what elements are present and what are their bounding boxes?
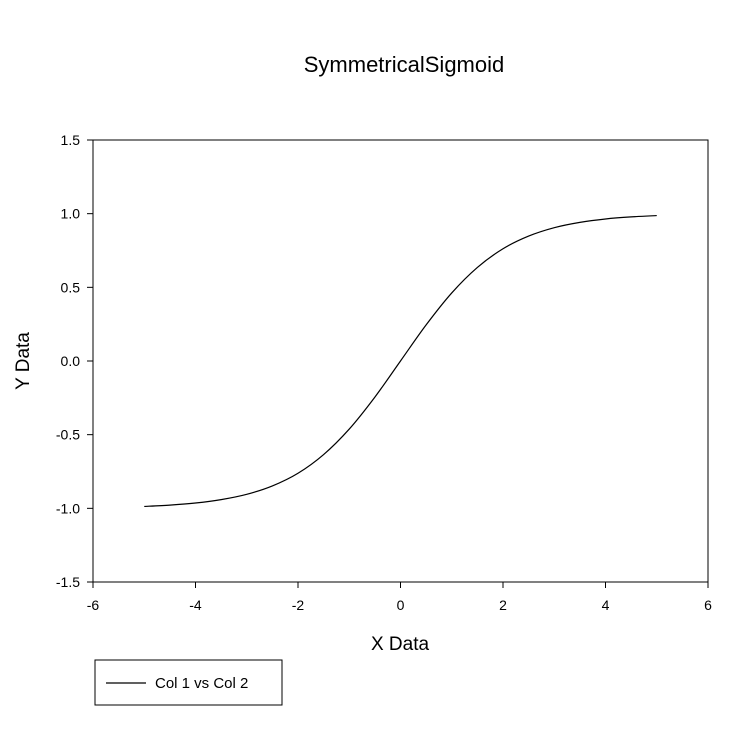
x-tick-label: 0	[397, 597, 405, 613]
x-tick-label: 4	[602, 597, 610, 613]
y-tick-label: -1.0	[56, 500, 80, 516]
chart-title: SymmetricalSigmoid	[304, 52, 505, 77]
y-tick-label: -1.5	[56, 574, 80, 590]
x-tick-label: -2	[292, 597, 305, 613]
legend-entry-label: Col 1 vs Col 2	[155, 675, 248, 692]
y-axis: -1.5 -1.0 -0.5 0.0 0.5 1.0 1.5	[56, 132, 93, 590]
series-line-col-1-vs-col-2	[144, 214, 657, 508]
x-tick-label: 6	[704, 597, 712, 613]
legend: Col 1 vs Col 2	[94, 659, 283, 706]
y-tick-label: 0.5	[61, 279, 81, 295]
x-tick-label: -6	[87, 597, 100, 613]
x-tick-label: 2	[499, 597, 507, 613]
y-tick-label: 1.0	[61, 206, 81, 222]
x-axis: -6 -4 -2 0 2 4 6	[87, 582, 712, 613]
x-axis-label: X Data	[371, 634, 430, 655]
x-tick-label: -4	[189, 597, 202, 613]
y-tick-label: 1.5	[61, 132, 81, 148]
y-tick-label: -0.5	[56, 427, 80, 443]
y-axis-label: Y Data	[13, 332, 34, 390]
y-tick-label: 0.0	[61, 353, 81, 369]
